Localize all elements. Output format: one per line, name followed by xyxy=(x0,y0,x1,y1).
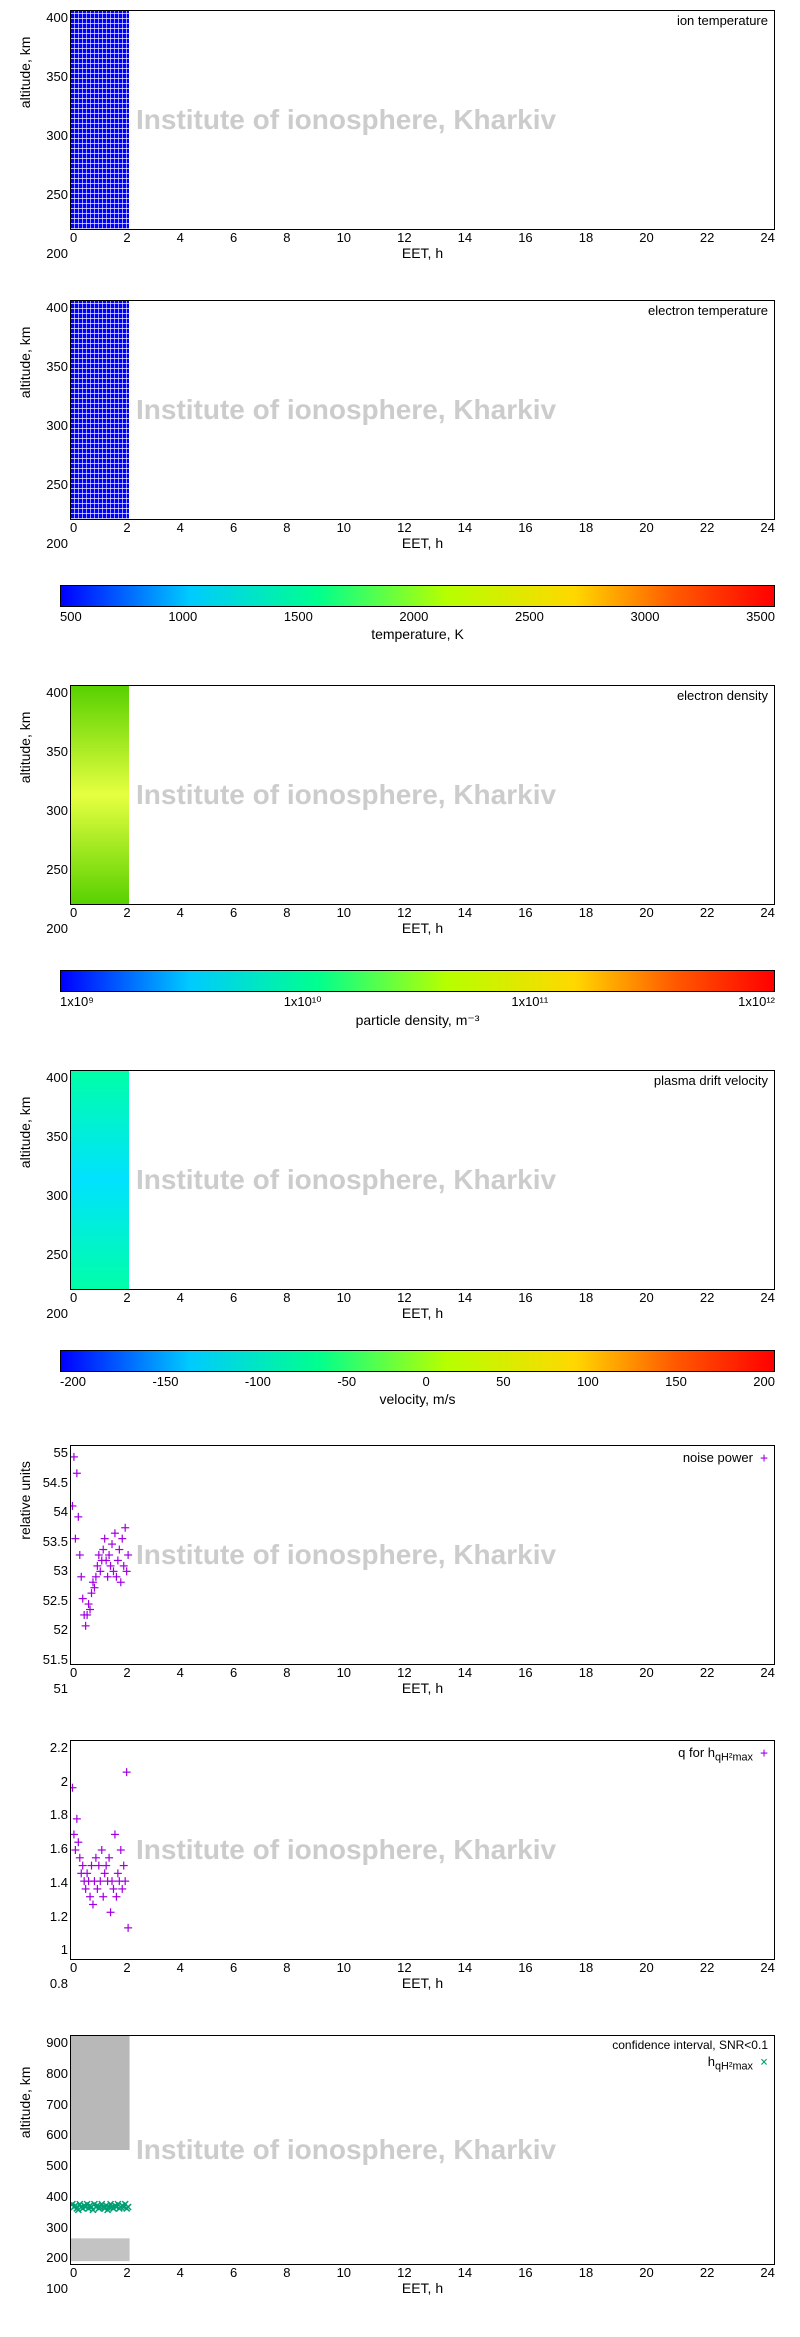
panel-electron-temperature: electron temperature Institute of ionosp… xyxy=(15,300,775,551)
cb-dens-label: particle density, m⁻³ xyxy=(60,1012,775,1029)
xlabel: EET, h xyxy=(70,2280,775,2296)
colorbar-velocity: -200-150-100-50050100150200 velocity, m/… xyxy=(60,1350,775,1407)
panel-q-scatter: q for hqH²max + Institute of ionosphere,… xyxy=(15,1740,775,1991)
cb-temp-label: temperature, K xyxy=(60,626,775,642)
xlabel: EET, h xyxy=(70,535,775,551)
xlabel: EET, h xyxy=(70,1305,775,1321)
legend-noise-power: noise power + xyxy=(683,1450,768,1466)
legend-q: q for hqH²max + xyxy=(678,1745,768,1764)
xlabel: EET, h xyxy=(70,1975,775,1991)
panel-plasma-drift: plasma drift velocity Institute of ionos… xyxy=(15,1070,775,1321)
title-elec-temp: electron temperature xyxy=(648,303,768,318)
xlabel: EET, h xyxy=(70,245,775,261)
panel-ion-temperature: ion temperature Institute of ionosphere,… xyxy=(15,10,775,261)
cb-vel-label: velocity, m/s xyxy=(60,1391,775,1407)
legend-ci: confidence interval, SNR<0.1 xyxy=(612,2038,768,2052)
ylabel-altitude: altitude, km xyxy=(17,2066,33,2138)
panel-confidence: confidence interval, SNR<0.1 hqH²max × I… xyxy=(15,2035,775,2296)
watermark: Institute of ionosphere, Kharkiv xyxy=(136,1164,556,1196)
panel-noise-power: noise power + Institute of ionosphere, K… xyxy=(15,1445,775,1696)
xlabel: EET, h xyxy=(70,920,775,936)
ylabel-relunits: relative units xyxy=(17,1461,33,1540)
watermark: Institute of ionosphere, Kharkiv xyxy=(136,779,556,811)
colorbar-density: 1x10⁹1x10¹⁰1x10¹¹1x10¹² particle density… xyxy=(60,970,775,1029)
panel-electron-density: electron density Institute of ionosphere… xyxy=(15,685,775,936)
watermark: Institute of ionosphere, Kharkiv xyxy=(136,104,556,136)
title-ion-temp: ion temperature xyxy=(677,13,768,28)
xlabel: EET, h xyxy=(70,1680,775,1696)
title-elec-density: electron density xyxy=(677,688,768,703)
ylabel-altitude: altitude, km xyxy=(17,36,33,108)
ylabel-altitude: altitude, km xyxy=(17,1096,33,1168)
watermark: Institute of ionosphere, Kharkiv xyxy=(136,394,556,426)
colorbar-temperature: 500100015002000250030003500 temperature,… xyxy=(60,585,775,642)
ylabel-altitude: altitude, km xyxy=(17,326,33,398)
title-plasma-drift: plasma drift velocity xyxy=(654,1073,768,1088)
ylabel-altitude: altitude, km xyxy=(17,711,33,783)
legend-hqh: hqH²max × xyxy=(708,2054,768,2073)
